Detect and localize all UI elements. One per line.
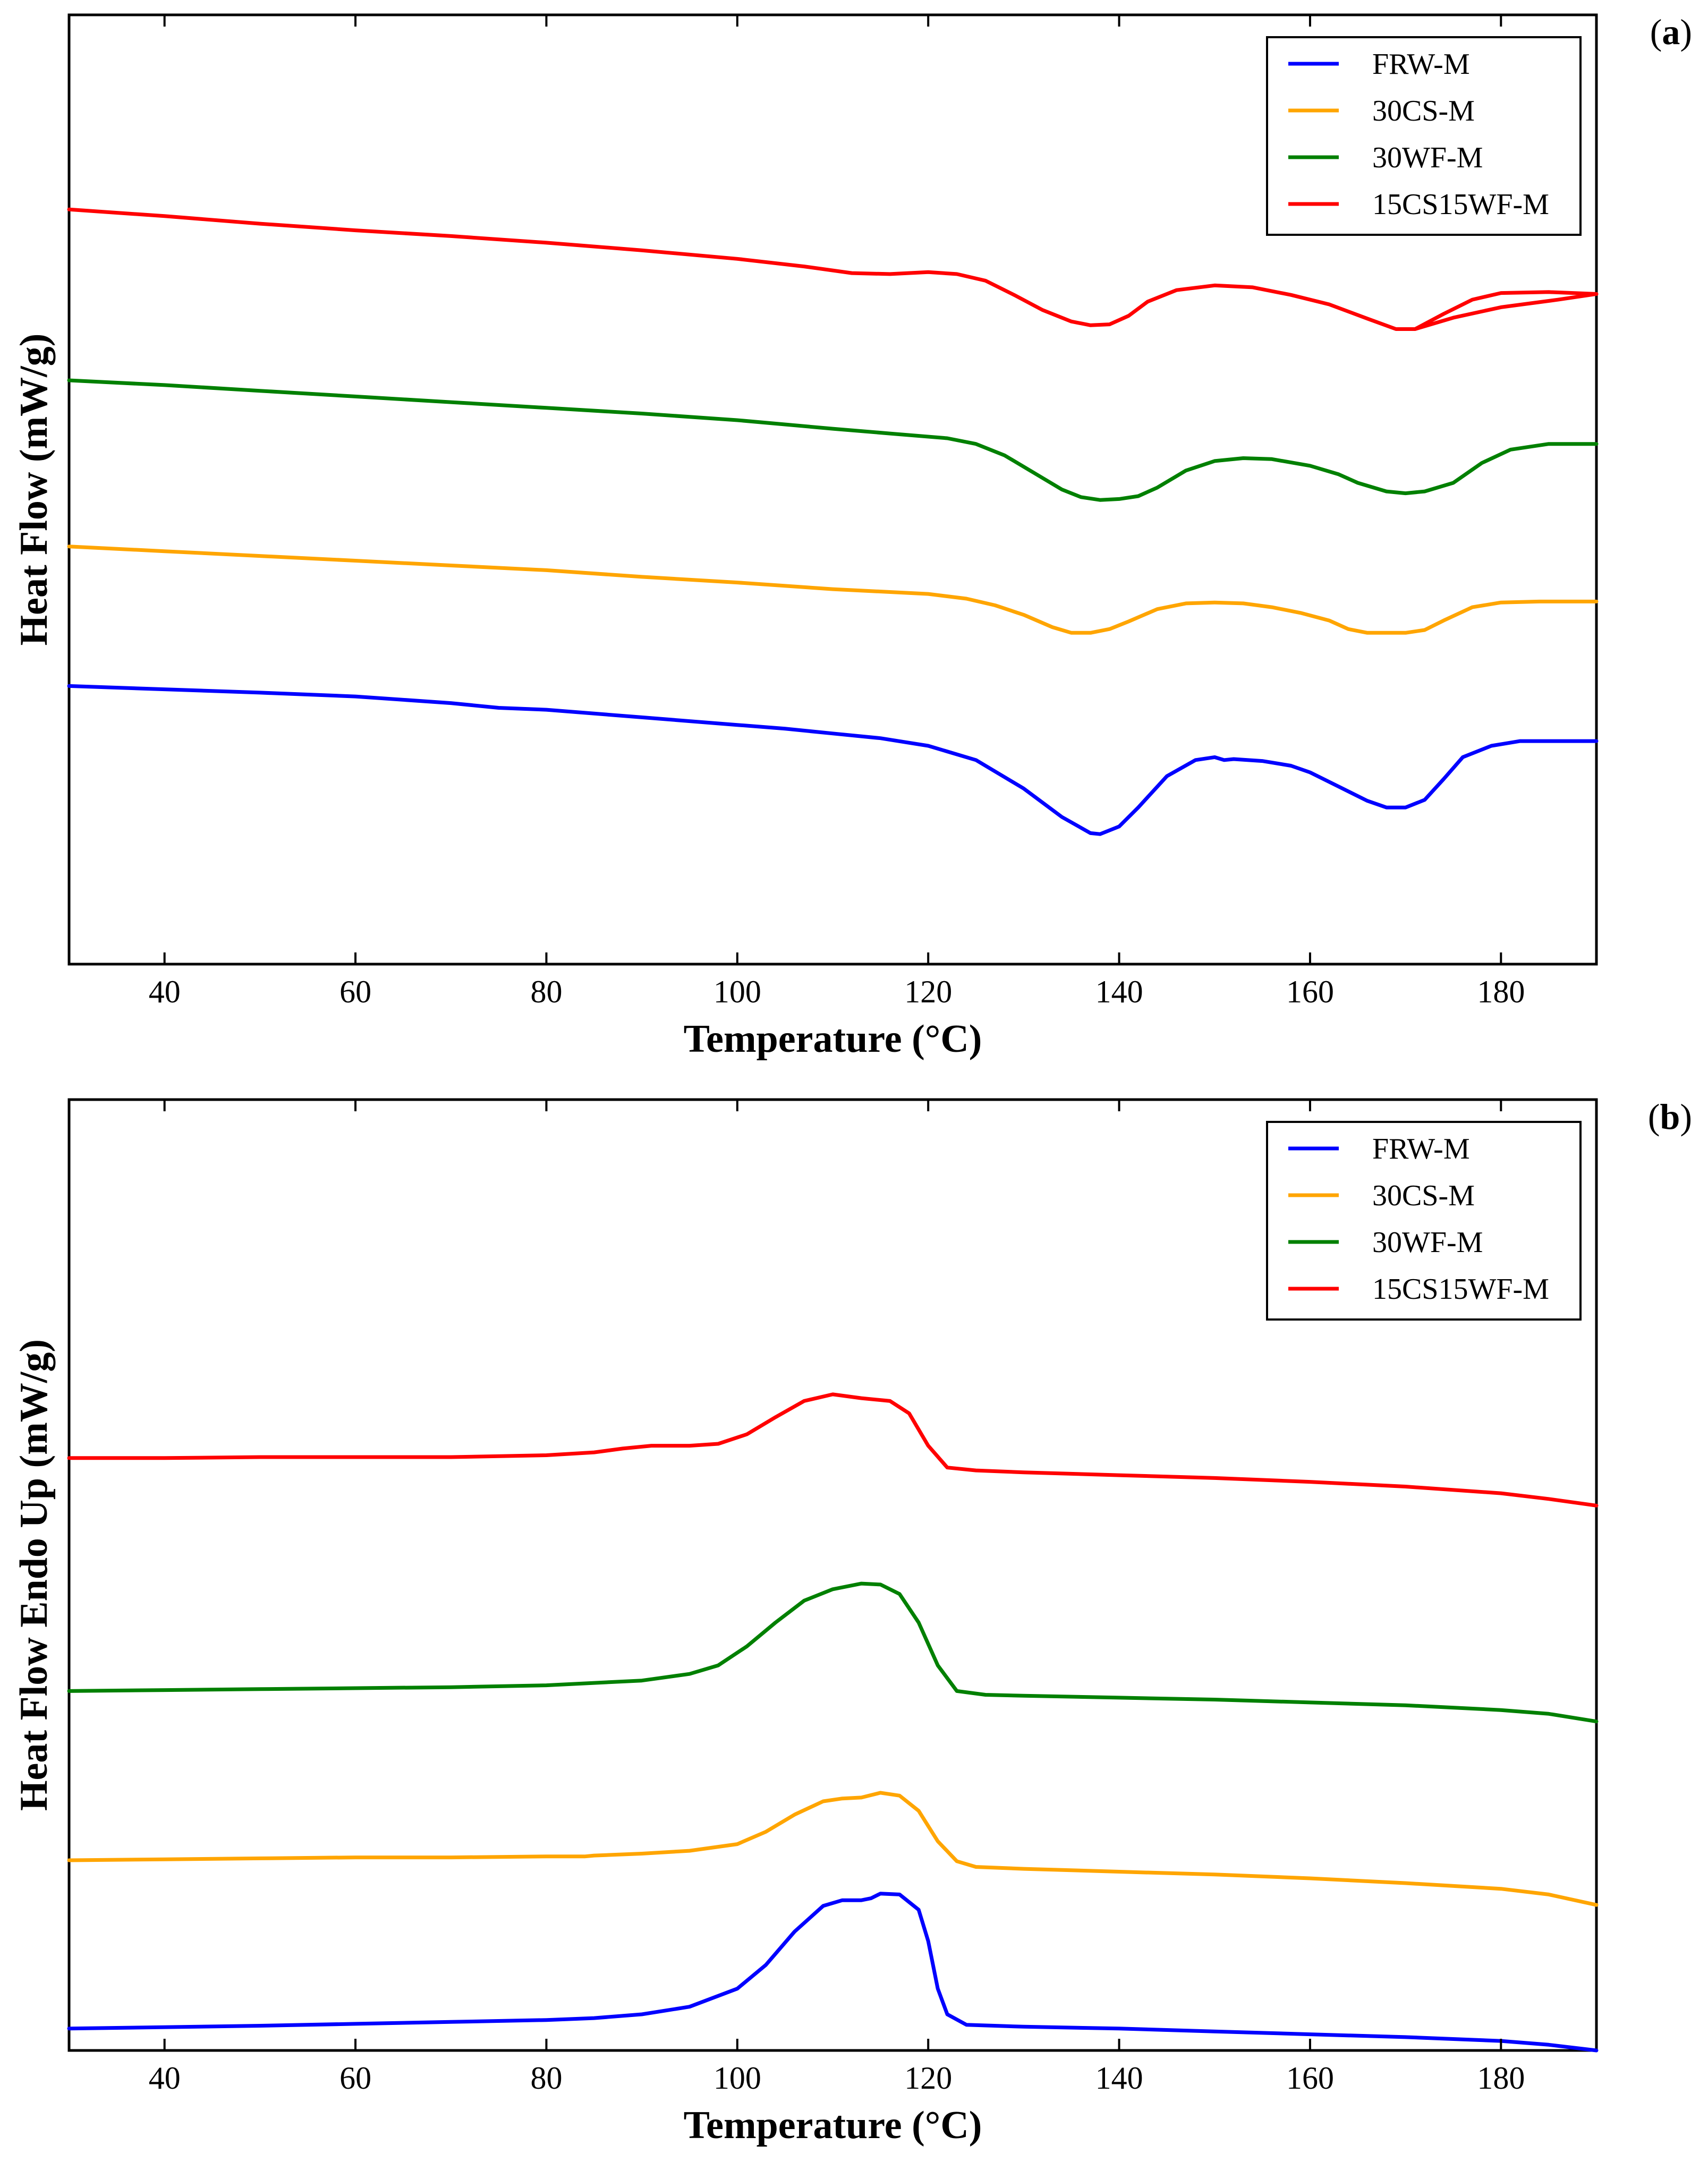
x-tick-label: 140 bbox=[1095, 2061, 1143, 2096]
y-axis-title: Heat Flow (mW/g) bbox=[12, 334, 56, 646]
legend-label: 30CS-M bbox=[1372, 1179, 1475, 1212]
legend-label: 30WF-M bbox=[1372, 141, 1483, 174]
series-line-30cs-m bbox=[67, 1791, 1599, 1907]
panel-label: (a) bbox=[1650, 12, 1692, 52]
legend-label: FRW-M bbox=[1372, 48, 1470, 81]
chart-panel-a: 40 60 80 100 120 140 160 180 Temperature (°C) Hea… bbox=[12, 12, 1692, 1061]
panel-label: (b) bbox=[1648, 1096, 1692, 1137]
x-tick-label: 120 bbox=[904, 974, 952, 1009]
x-tick-label: 80 bbox=[530, 2061, 562, 2096]
x-tick-label: 40 bbox=[149, 2061, 181, 2096]
series-line-15cs15wf-m bbox=[67, 1392, 1599, 1508]
x-tick-label: 100 bbox=[713, 974, 761, 1009]
x-tick-label: 80 bbox=[530, 974, 562, 1009]
x-tick-label: 180 bbox=[1477, 974, 1525, 1009]
x-tick-label: 60 bbox=[339, 974, 371, 1009]
legend: FRW-M 30CS-M 30WF-M 15CS15WF-M bbox=[1266, 1121, 1582, 1321]
series-line-30cs-m bbox=[67, 544, 1599, 635]
legend-box bbox=[1266, 36, 1582, 236]
x-tick-label: 160 bbox=[1286, 2061, 1334, 2096]
plot-frame bbox=[67, 1098, 1598, 2052]
panel-letter: b bbox=[1660, 1096, 1680, 1137]
legend-label: 15CS15WF-M bbox=[1372, 1273, 1549, 1306]
legend-label: 30CS-M bbox=[1372, 95, 1475, 127]
series-line-30wf-m bbox=[67, 1581, 1599, 1724]
series-line-frw-m bbox=[67, 684, 1599, 836]
panel-letter: a bbox=[1662, 12, 1680, 52]
legend-label: FRW-M bbox=[1372, 1133, 1470, 1165]
series-line-frw-m bbox=[67, 1892, 1599, 2053]
y-axis-title: Heat Flow Endo Up (mW/g) bbox=[12, 1339, 56, 1811]
x-tick-label: 60 bbox=[339, 2061, 371, 2096]
x-tick-label: 140 bbox=[1095, 974, 1143, 1009]
chart-panel-b: 40 60 80 100 120 140 160 180 Temperature (°C) Hea… bbox=[12, 1096, 1692, 2147]
x-tick-label: 160 bbox=[1286, 974, 1334, 1009]
legend-label: 30WF-M bbox=[1372, 1226, 1483, 1259]
x-axis-title: Temperature (°C) bbox=[684, 2104, 982, 2147]
x-tick-label: 100 bbox=[713, 2061, 761, 2096]
series-line-30wf-m bbox=[67, 378, 1599, 502]
plot-frame bbox=[67, 13, 1598, 966]
legend: FRW-M 30CS-M 30WF-M 15CS15WF-M bbox=[1266, 36, 1582, 236]
series-line-15cs15wf-m bbox=[67, 207, 1599, 331]
x-tick-label: 120 bbox=[904, 2061, 952, 2096]
x-tick-label: 180 bbox=[1477, 2061, 1525, 2096]
x-tick-label: 40 bbox=[149, 974, 181, 1009]
legend-label: 15CS15WF-M bbox=[1372, 188, 1549, 221]
x-axis-title: Temperature (°C) bbox=[684, 1017, 982, 1061]
legend-box bbox=[1266, 1121, 1582, 1321]
